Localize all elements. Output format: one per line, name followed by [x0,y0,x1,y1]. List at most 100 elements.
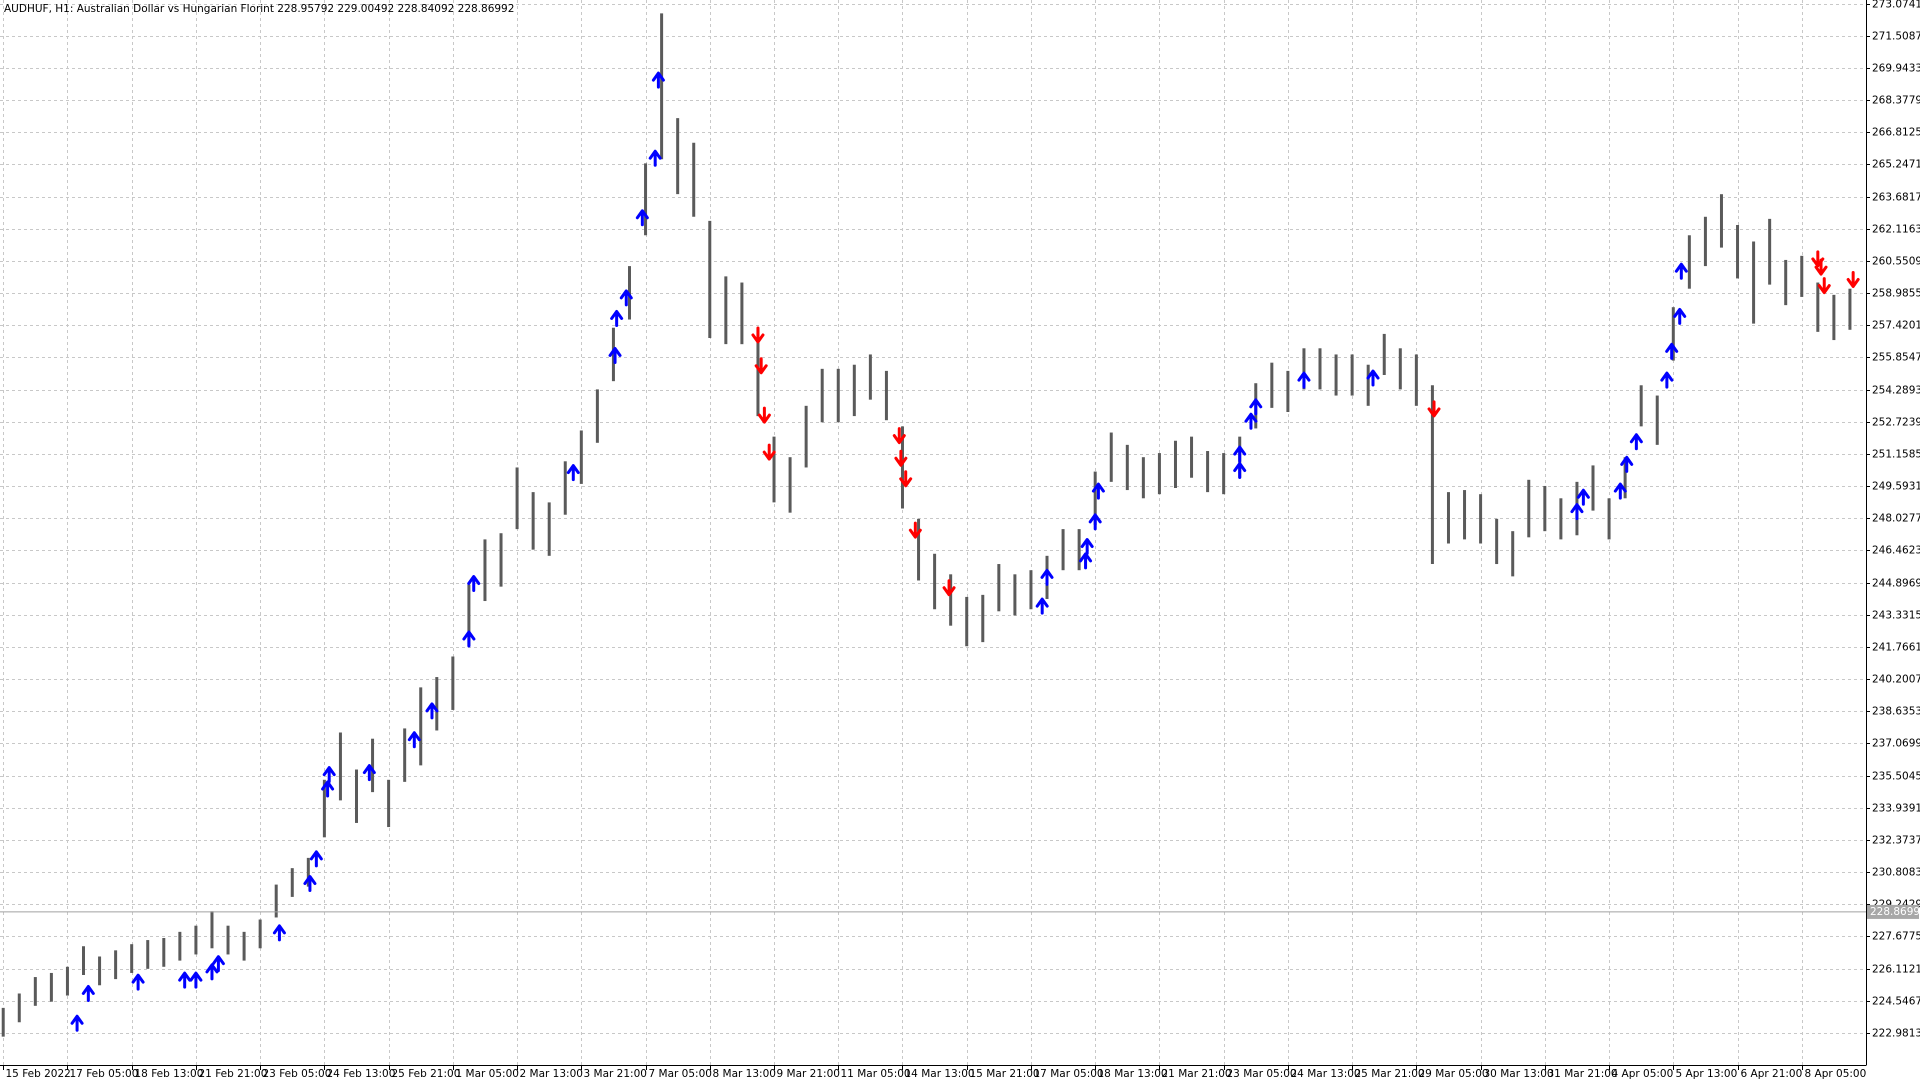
y-tick-label: 260.55090 [1872,256,1920,268]
x-tick-label: 31 Mar 21:00 [1548,1068,1618,1080]
buy-arrow [467,575,481,593]
buy-arrow [648,149,662,167]
sell-arrow [942,579,956,597]
buy-arrow [1040,568,1054,586]
buy-arrow [131,973,145,991]
x-tick-label: 23 Mar 05:00 [1227,1068,1297,1080]
x-tick-label: 23 Feb 05:00 [263,1068,332,1080]
y-tick-label: 273.07410 [1872,0,1920,11]
buy-arrow [189,971,203,989]
buy-arrow [407,731,421,749]
buy-arrow [610,309,624,327]
sell-arrow [1427,400,1441,418]
buy-arrow [309,850,323,868]
y-tick-label: 240.20070 [1872,674,1920,686]
y-tick-label: 266.81250 [1872,127,1920,139]
sell-arrow [1846,270,1860,288]
x-tick-label: 18 Feb 13:00 [135,1068,204,1080]
y-tick-label: 227.67750 [1872,931,1920,943]
buy-arrow [462,630,476,648]
grid [0,0,1866,1065]
x-tick-label: 25 Mar 21:00 [1355,1068,1425,1080]
x-tick-label: 9 Mar 21:00 [777,1068,840,1080]
buy-arrow [1613,482,1627,500]
buy-arrow [362,764,376,782]
y-tick-label: 269.94330 [1872,63,1920,75]
x-tick-label: 18 Mar 13:00 [1098,1068,1168,1080]
x-tick-label: 3 Mar 21:00 [584,1068,647,1080]
buy-arrow [1629,433,1643,451]
y-tick-label: 254.28930 [1872,385,1920,397]
x-tick-label: 2 Mar 13:00 [520,1068,583,1080]
y-tick-label: 265.24710 [1872,159,1920,171]
x-tick-label: 7 Mar 05:00 [649,1068,712,1080]
buy-arrow [211,955,225,973]
buy-arrow [272,924,286,942]
buy-arrow [425,702,439,720]
y-tick-label: 257.42010 [1872,320,1920,332]
buy-arrow [322,766,336,784]
current-price-label: 228.86992 [1870,906,1920,918]
y-tick-label: 241.76610 [1872,642,1920,654]
x-tick-label: 4 Apr 05:00 [1612,1068,1674,1080]
buy-arrow [1366,369,1380,387]
x-tick-label: 5 Apr 13:00 [1676,1068,1738,1080]
buy-arrow [1079,552,1093,570]
buy-arrow [1249,398,1263,416]
x-tick-label: 15 Mar 21:00 [970,1068,1040,1080]
buy-arrow [1576,488,1590,506]
y-tick-label: 233.93910 [1872,803,1920,815]
x-tick-label: 14 Mar 13:00 [905,1068,975,1080]
buy-arrow [619,289,633,307]
y-tick-label: 249.59310 [1872,481,1920,493]
sell-arrow [754,357,768,375]
y-tick-label: 252.72390 [1872,417,1920,429]
plot [1,13,1860,1037]
y-tick-label: 224.54670 [1872,996,1920,1008]
x-tick-label: 21 Mar 21:00 [1162,1068,1232,1080]
x-tick-label: 30 Mar 13:00 [1484,1068,1554,1080]
sell-arrow [751,326,765,344]
buy-arrow [1233,462,1247,480]
y-tick-label: 230.80830 [1872,867,1920,879]
y-tick-label: 222.98130 [1872,1028,1920,1040]
buy-arrow [1673,307,1687,325]
y-tick-label: 238.63530 [1872,706,1920,718]
y-tick-label: 244.89690 [1872,578,1920,590]
y-tick-label: 271.50870 [1872,31,1920,43]
buy-arrow [1674,262,1688,280]
x-tick-label: 17 Feb 05:00 [70,1068,139,1080]
y-tick-label: 232.37370 [1872,835,1920,847]
buy-arrow [1660,371,1674,389]
x-tick-label: 24 Mar 13:00 [1291,1068,1361,1080]
buy-arrow [1244,412,1258,430]
buy-arrow [1088,513,1102,531]
x-tick-label: 1 Mar 05:00 [456,1068,519,1080]
y-tick-label: 243.33150 [1872,610,1920,622]
buy-arrow [178,971,192,989]
sell-arrow [908,521,922,539]
current-price-box [1867,904,1919,919]
buy-arrow [81,984,95,1002]
y-tick-label: 258.98550 [1872,288,1920,300]
buy-arrow [303,875,317,893]
sell-arrow [757,406,771,424]
sell-arrow [762,443,776,461]
x-tick-label: 29 Mar 05:00 [1419,1068,1489,1080]
buy-arrow [1080,538,1094,556]
sell-arrow [1817,277,1831,295]
sell-arrow [894,449,908,467]
buy-arrow [1665,342,1679,360]
x-tick-label: 17 Mar 05:00 [1034,1068,1104,1080]
y-tick-label: 262.11630 [1872,224,1920,236]
sell-arrow [1814,258,1828,276]
y-tick-label: 268.37790 [1872,95,1920,107]
x-tick-label: 25 Feb 21:00 [392,1068,461,1080]
y-tick-label: 246.46230 [1872,545,1920,557]
sell-arrow [892,427,906,445]
chart-title: AUDHUF, H1: Australian Dollar vs Hungari… [4,3,514,15]
buy-arrow [651,71,665,89]
buy-arrow [1035,597,1049,615]
x-tick-label: 8 Apr 05:00 [1805,1068,1867,1080]
